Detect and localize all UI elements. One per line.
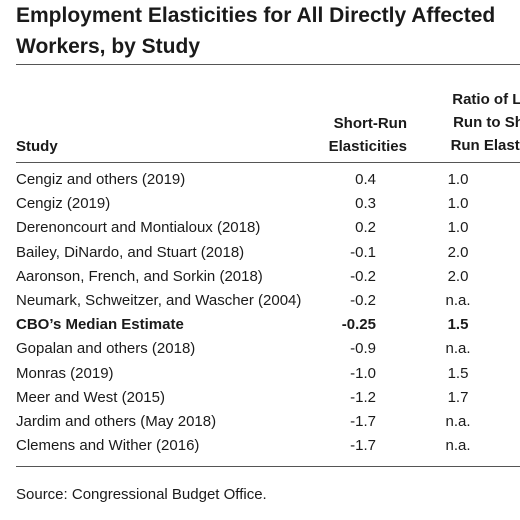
table-row: Cengiz (2019) 0.3 1.0 xyxy=(0,192,520,216)
ratio-value: 2.0 xyxy=(447,243,469,261)
study-name: Gopalan and others (2018) xyxy=(16,340,196,358)
short-run-value: 0.2 xyxy=(355,219,376,237)
study-name: Meer and West (2015) xyxy=(16,388,165,406)
study-name: Cengiz (2019) xyxy=(16,195,111,213)
table-row: Bailey, DiNardo, and Stuart (2018) -0.1 … xyxy=(0,241,520,265)
study-name: Monras (2019) xyxy=(16,364,114,382)
study-name: Aaronson, French, and Sorkin (2018) xyxy=(16,267,263,285)
short-run-value: -1.7 xyxy=(350,437,376,455)
short-run-value: 0.3 xyxy=(355,195,376,213)
source-note: Source: Congressional Budget Office. xyxy=(16,486,267,503)
ratio-value: 2.0 xyxy=(447,267,469,285)
short-run-value: -0.25 xyxy=(341,316,376,334)
study-name: CBO’s Median Estimate xyxy=(16,316,184,334)
short-run-value: -1.0 xyxy=(350,364,376,382)
column-header-ratio-line-3: Run Elasticit xyxy=(450,137,520,154)
short-run-value: -0.1 xyxy=(350,243,376,261)
table-title-line-1: Employment Elasticities for All Directly… xyxy=(16,4,496,27)
ratio-value: 1.0 xyxy=(447,219,469,237)
study-name: Derenoncourt and Montialoux (2018) xyxy=(16,219,261,237)
short-run-value: -0.2 xyxy=(350,267,376,285)
study-name: Clemens and Wither (2016) xyxy=(16,437,200,455)
table-title-line-2: Workers, by Study xyxy=(16,35,200,58)
header-rule xyxy=(16,162,520,163)
table-row: Meer and West (2015) -1.2 1.7 xyxy=(0,386,520,410)
table-row: Neumark, Schweitzer, and Wascher (2004) … xyxy=(0,289,520,313)
table-row: Jardim and others (May 2018) -1.7 n.a. xyxy=(0,410,520,434)
ratio-value: 1.0 xyxy=(447,195,469,213)
table-row: Gopalan and others (2018) -0.9 n.a. xyxy=(0,337,520,361)
ratio-value: 1.5 xyxy=(447,316,469,334)
table-row-median-estimate: CBO’s Median Estimate -0.25 1.5 xyxy=(0,313,520,337)
column-header-short-run: Short-Run Elasticities xyxy=(329,112,407,158)
table-title: Employment Elasticities for All Directly… xyxy=(16,0,520,62)
ratio-value: 1.5 xyxy=(447,364,469,382)
ratio-value: n.a. xyxy=(445,291,471,309)
column-header-ratio-line-1: Ratio of Lon xyxy=(452,91,520,108)
study-name: Neumark, Schweitzer, and Wascher (2004) xyxy=(16,291,302,309)
table-row: Monras (2019) -1.0 1.5 xyxy=(0,362,520,386)
study-name: Cengiz and others (2019) xyxy=(16,171,186,188)
column-header-ratio-line-2: Run to Shor xyxy=(453,114,520,131)
table-row: Aaronson, French, and Sorkin (2018) -0.2… xyxy=(0,265,520,289)
bottom-rule xyxy=(16,466,520,467)
top-rule xyxy=(16,64,520,65)
column-header-study: Study xyxy=(16,138,58,155)
column-header-short-run-line-2: Elasticities xyxy=(328,138,407,155)
table-body: Cengiz and others (2019) 0.4 1.0 Cengiz … xyxy=(0,168,520,458)
ratio-value: n.a. xyxy=(445,437,471,455)
table-row: Derenoncourt and Montialoux (2018) 0.2 1… xyxy=(0,216,520,240)
study-name: Jardim and others (May 2018) xyxy=(16,412,217,430)
short-run-value: 0.4 xyxy=(355,171,376,188)
table-row: Clemens and Wither (2016) -1.7 n.a. xyxy=(0,434,520,458)
column-header-short-run-line-1: Short-Run xyxy=(333,115,407,132)
study-name: Bailey, DiNardo, and Stuart (2018) xyxy=(16,243,245,261)
ratio-value: n.a. xyxy=(445,412,471,430)
short-run-value: -0.9 xyxy=(350,340,376,358)
ratio-value: 1.0 xyxy=(447,171,469,188)
ratio-value: n.a. xyxy=(445,340,471,358)
table-row: Cengiz and others (2019) 0.4 1.0 xyxy=(0,168,520,192)
ratio-value: 1.7 xyxy=(447,388,469,406)
short-run-value: -1.2 xyxy=(350,388,376,406)
short-run-value: -1.7 xyxy=(350,412,376,430)
column-header-ratio: Ratio of Lon Run to Shor Run Elasticit xyxy=(426,88,520,157)
short-run-value: -0.2 xyxy=(350,291,376,309)
